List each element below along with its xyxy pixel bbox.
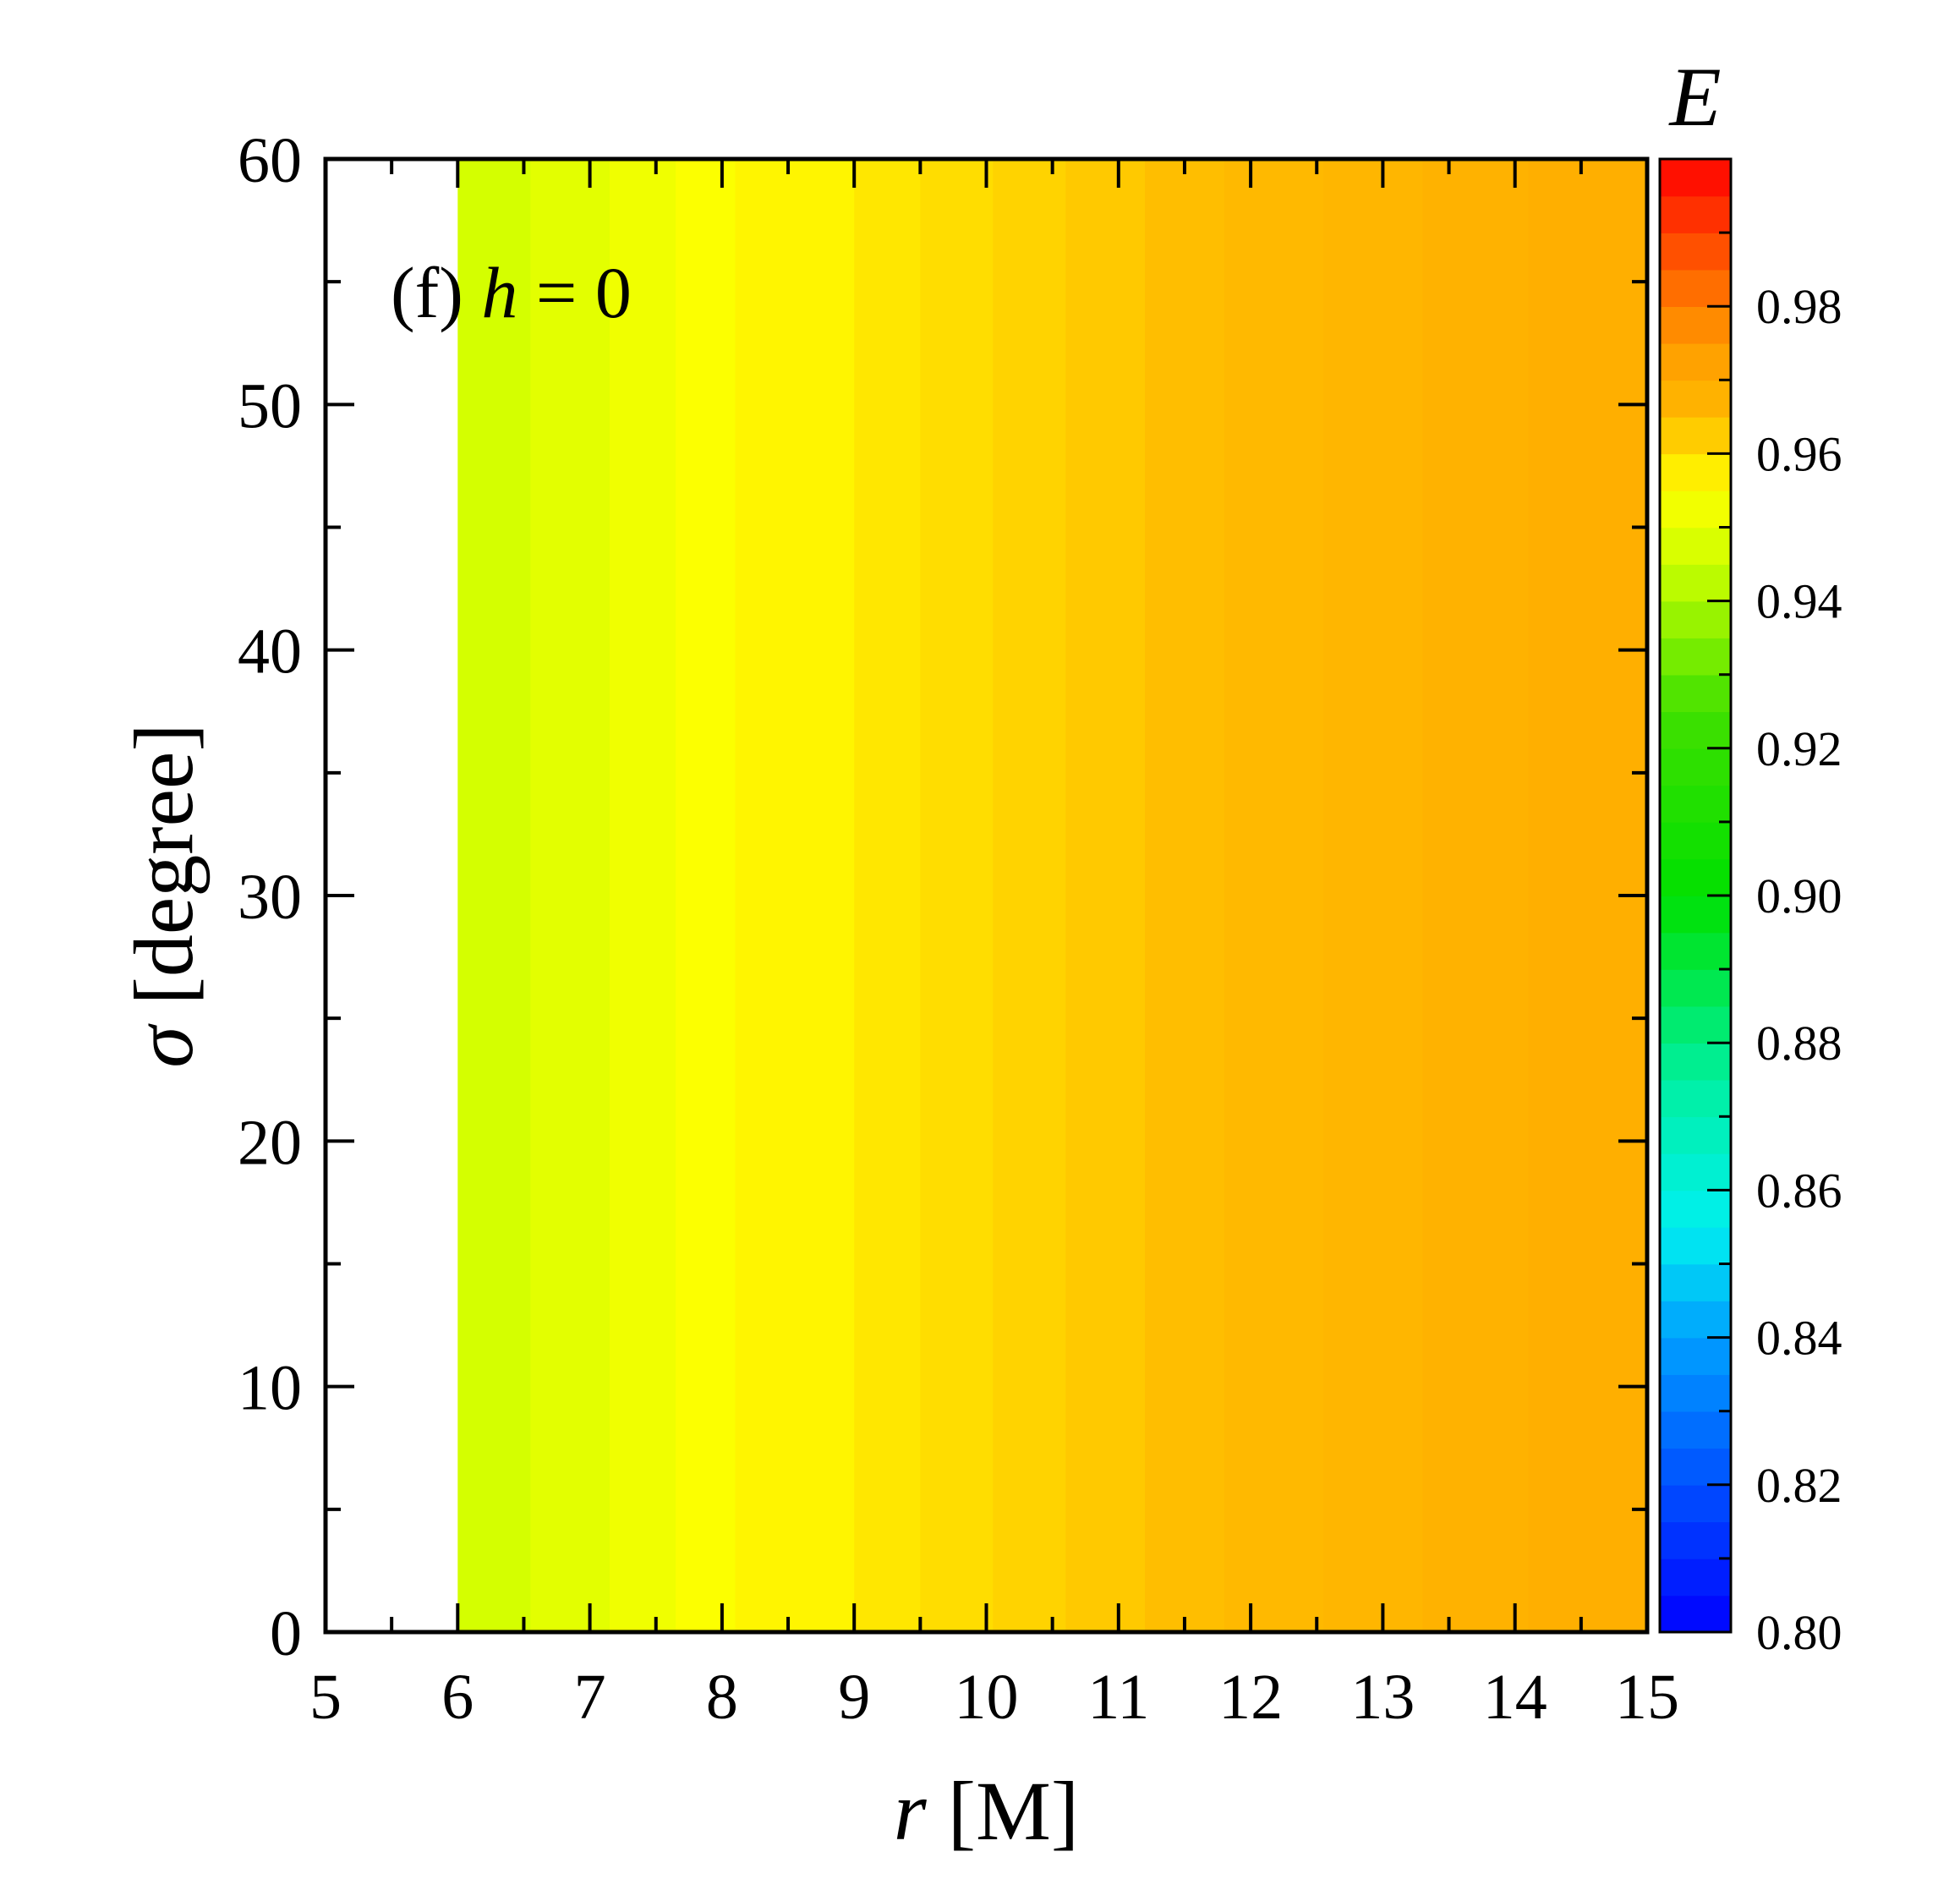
panel-label-suffix: = 0 [517,252,632,333]
heatmap-band-2 [610,159,676,1632]
colorbar-level-16 [1660,1005,1731,1044]
colorbar-level-1 [1660,1558,1731,1597]
colorbar-level-21 [1660,821,1731,860]
colorbar-level-10 [1660,1226,1731,1265]
y-tick-label: 10 [238,1353,302,1424]
panel-label-variable: h [481,252,517,333]
heatmap-band-12 [1422,159,1530,1632]
colorbar-frame [1658,157,1733,1634]
colorbar-level-8 [1660,1301,1731,1339]
colorbar-level-26 [1660,638,1731,676]
colorbar-level-36 [1660,269,1731,307]
colorbar-title: E [1667,50,1721,144]
x-tick-label: 10 [955,1662,1019,1733]
x-axis-symbol: r [894,1764,928,1858]
y-axis-unit: [degree] [117,723,211,1005]
tick-labels: 5 6 7 8 9 10 11 12 13 14 15 0 10 20 30 40 50 60 0.80 0.82 0.… [238,125,1842,1733]
x-tick-label: 15 [1615,1662,1679,1733]
heatmap-band-11 [1323,159,1424,1632]
y-tick-label: 0 [270,1598,302,1669]
colorbar-level-29 [1660,527,1731,565]
colorbar-level-12 [1660,1153,1731,1192]
x-tick-label: 7 [574,1662,606,1733]
y-axis-title: σ [degree] [117,723,211,1067]
heatmap-band-7 [993,159,1067,1632]
x-tick-label: 12 [1218,1662,1283,1733]
y-axis-symbol: σ [117,1023,211,1068]
colorbar-level-15 [1660,1043,1731,1081]
colorbar-tick-label: 0.80 [1756,1605,1842,1660]
panel-label-prefix: (f) [391,252,481,333]
colorbar-level-37 [1660,233,1731,271]
colorbar-level-31 [1660,453,1731,491]
heatmap-band-3 [676,159,736,1632]
heatmap-band-1 [530,159,610,1632]
colorbar-level-14 [1660,1079,1731,1118]
y-tick-label: 40 [238,616,302,688]
colorbar-level-27 [1660,600,1731,638]
colorbar-level-5 [1660,1411,1731,1449]
colorbar-tick-label: 0.86 [1756,1163,1842,1218]
colorbar-level-13 [1660,1116,1731,1154]
colorbar-level-22 [1660,785,1731,823]
colorbar-tick-label: 0.88 [1756,1016,1842,1071]
y-tick-label: 20 [238,1107,302,1178]
colorbar-level-3 [1660,1484,1731,1523]
x-axis-title: r [M] [894,1764,1079,1858]
colorbar-level-32 [1660,416,1731,455]
colorbar-gradient [1660,159,1731,1633]
colorbar-level-18 [1660,932,1731,970]
colorbar-level-34 [1660,342,1731,381]
y-tick-label: 60 [238,125,302,196]
colorbar-tick-label: 0.82 [1756,1458,1842,1513]
colorbar-level-17 [1660,969,1731,1007]
colorbar-level-39 [1660,159,1731,197]
colorbar-level-38 [1660,195,1731,233]
heatmap-band-10 [1224,159,1324,1632]
heatmap-band-4 [735,159,855,1632]
colorbar-level-19 [1660,896,1731,934]
colorbar-level-0 [1660,1595,1731,1633]
colorbar-level-28 [1660,564,1731,602]
heatmap-band-5 [854,159,922,1632]
x-tick-label: 13 [1350,1662,1415,1733]
panel-label: (f) h = 0 [391,252,632,333]
x-tick-label: 11 [1087,1662,1149,1733]
colorbar-tick-label: 0.90 [1756,868,1842,923]
heatmap-band-8 [1065,159,1146,1632]
x-tick-label: 5 [309,1662,342,1733]
colorbar-level-30 [1660,490,1731,529]
x-tick-label: 14 [1483,1662,1547,1733]
colorbar-level-7 [1660,1337,1731,1375]
x-tick-label: 9 [838,1662,870,1733]
colorbar-tick-label: 0.96 [1756,426,1842,481]
plot-frame [323,156,1650,1635]
heatmap-band-0 [457,159,532,1632]
colorbar-level-9 [1660,1263,1731,1301]
y-tick-label: 50 [238,370,302,441]
colorbar-level-23 [1660,748,1731,786]
colorbar-level-24 [1660,711,1731,749]
colorbar-level-6 [1660,1374,1731,1412]
colorbar-level-4 [1660,1448,1731,1486]
x-axis-unit: [M] [948,1764,1080,1858]
colorbar-level-33 [1660,380,1731,418]
colorbar-tick-label: 0.84 [1756,1311,1842,1366]
colorbar-level-25 [1660,674,1731,713]
colorbar-level-35 [1660,306,1731,344]
colorbar-level-11 [1660,1190,1731,1228]
colorbar-level-20 [1660,858,1731,896]
x-tick-label: 6 [441,1662,474,1733]
y-tick-label: 30 [238,862,302,933]
colorbar-tick-label: 0.98 [1756,279,1842,334]
colorbar-level-2 [1660,1521,1731,1559]
colorbar-tick-label: 0.94 [1756,574,1842,629]
heatmap-band-6 [920,159,994,1632]
colorbar-tick-label: 0.92 [1756,721,1842,776]
heatmap-cells [457,159,1648,1632]
heatmap-band-9 [1145,159,1225,1632]
x-tick-label: 8 [706,1662,738,1733]
